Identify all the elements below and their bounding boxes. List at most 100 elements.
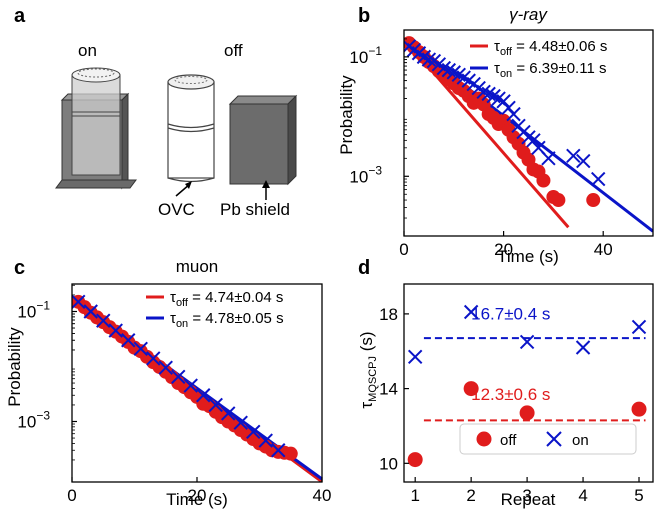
xtick-label-c-0: 0 — [67, 486, 76, 505]
point-on-8 — [171, 369, 186, 384]
legend-b-off-sym: τ — [494, 38, 500, 55]
plot-frame-d — [403, 283, 654, 483]
xtick-label-c-1: 20 — [188, 486, 207, 505]
point-on-4 — [631, 319, 647, 335]
shield-with-ovc-illustration — [55, 67, 137, 190]
ytick-label-d-0: 10 — [379, 454, 398, 473]
point-on-8 — [441, 62, 457, 78]
legend-b-on-text: = 6.39±0.11 s — [512, 60, 606, 77]
legend-c-on-text: = 4.78±0.05 s — [188, 310, 283, 327]
point-off-0 — [407, 452, 423, 468]
point-on-21 — [506, 106, 521, 122]
point-on-30 — [591, 171, 606, 187]
legend-d-on-marker — [546, 431, 562, 447]
xtick-label-b-1: 20 — [494, 240, 513, 259]
annotation-d-1: 12.3±0.6 s — [471, 385, 550, 404]
legend-c-off-text: = 4.74±0.04 s — [188, 289, 283, 306]
legend-b-on-sym: τ — [494, 60, 500, 77]
point-on-16 — [481, 86, 496, 102]
panel-d-ylabel: τMQSCPJ (s) — [357, 331, 379, 408]
panel-b: b γ-ray 0 20 40 10−1 10−3 Time (s) Probabili… — [337, 5, 654, 266]
point-off-1 — [463, 381, 479, 397]
label-ovc: OVC — [158, 200, 195, 219]
legend-b-off-sub: off — [500, 46, 513, 58]
legend-d-on: on — [572, 432, 589, 449]
plot-area-d — [407, 304, 647, 468]
point-on-11 — [208, 397, 223, 413]
panel-d-legend: off on — [459, 423, 637, 455]
point-on-10 — [196, 388, 211, 403]
panel-c-ylabel: Probability — [5, 327, 24, 407]
point-on-7 — [436, 60, 452, 76]
point-on-16 — [271, 443, 286, 458]
panel-b-legend: τoff = 4.48±0.06 s τon = 6.39±0.11 s — [470, 38, 607, 80]
legend-c-on: τon = 4.78±0.05 s — [170, 310, 284, 330]
xtick-label-d-0: 1 — [410, 486, 419, 505]
plot-b: 0 20 40 10−1 10−3 — [349, 29, 654, 259]
panel-c: c muon 0 20 40 10−1 10−3 Time (s) Probabilit… — [5, 257, 331, 509]
panel-d-letter: d — [358, 257, 370, 279]
point-off-27 — [536, 173, 551, 188]
panel-b-letter: b — [358, 5, 370, 27]
ovc-arrow-icon — [175, 181, 192, 197]
legend-d-off: off — [500, 432, 517, 449]
plot-c: 0 20 40 10−1 10−3 — [17, 283, 332, 505]
panel-c-title: muon — [176, 257, 219, 276]
legend-c-off-sym: τ — [170, 289, 176, 306]
panel-d-ylabel-sub: MQSCPJ — [367, 356, 379, 402]
point-on-2 — [519, 334, 535, 350]
panel-c-legend: τoff = 4.74±0.04 s τon = 4.78±0.05 s — [146, 289, 284, 330]
xtick-label-d-2: 3 — [522, 486, 531, 505]
ytick-label-d-2: 18 — [379, 305, 398, 324]
point-on-1 — [83, 304, 98, 319]
point-on-4 — [421, 52, 437, 67]
point-on-25 — [526, 133, 541, 148]
legend-c-off: τoff = 4.74±0.04 s — [170, 289, 283, 309]
point-off-30 — [586, 193, 601, 208]
point-on-9 — [183, 378, 198, 393]
legend-b-on: τon = 6.39±0.11 s — [494, 60, 606, 80]
point-on-0 — [407, 349, 423, 365]
panel-d-ylabel-unit: (s) — [357, 331, 376, 356]
point-on-7 — [158, 360, 173, 375]
ytick-label-c-0: 10−1 — [17, 299, 50, 322]
point-on-12 — [221, 406, 236, 421]
panel-d: d 1 2 3 4 5 10 14 18 16.7±0.4 s 12.3±0.6 s Repeat… — [357, 257, 654, 509]
ovc-cylinder-illustration — [167, 74, 215, 183]
pb-arrow-icon — [262, 180, 270, 200]
label-off: off — [224, 41, 243, 60]
legend-c-on-sub: on — [176, 318, 188, 330]
legend-c-off-sub: off — [176, 297, 189, 309]
point-on-15 — [258, 433, 273, 448]
panel-d-xlabel: Repeat — [501, 490, 556, 509]
ytick-label-b-1: 10−3 — [349, 163, 382, 186]
plot-frame-b — [403, 29, 654, 237]
legend-d-off-marker — [476, 431, 492, 447]
point-on-2 — [96, 313, 111, 328]
point-on-27 — [541, 151, 556, 166]
xtick-label-d-1: 2 — [466, 486, 475, 505]
pb-shield-illustration — [228, 94, 298, 186]
point-on-14 — [246, 424, 261, 439]
label-pb-shield: Pb shield — [220, 200, 290, 219]
legend-b-on-sub: on — [500, 68, 512, 80]
panel-b-ylabel: Probability — [337, 75, 356, 155]
legend-c-on-sym: τ — [170, 310, 176, 327]
plot-d: 1 2 3 4 5 10 14 18 16.7±0.4 s 12.3±0.6 s — [379, 283, 654, 505]
point-on-6 — [146, 351, 161, 366]
xtick-label-d-4: 5 — [634, 486, 643, 505]
ytick-label-d-1: 14 — [379, 380, 398, 399]
point-on-15 — [476, 84, 491, 100]
point-on-1 — [463, 304, 479, 320]
ytick-label-c-1: 10−3 — [17, 409, 50, 432]
panel-a: a on off — [14, 5, 298, 219]
panel-b-title: γ-ray — [509, 5, 548, 24]
panel-d-ylabel-sym: τ — [357, 402, 376, 409]
panel-a-letter: a — [14, 5, 26, 27]
xtick-label-c-2: 40 — [313, 486, 332, 505]
point-on-28 — [566, 148, 581, 164]
label-on: on — [78, 41, 97, 60]
point-on-13 — [233, 415, 248, 430]
point-on-29 — [576, 153, 591, 169]
